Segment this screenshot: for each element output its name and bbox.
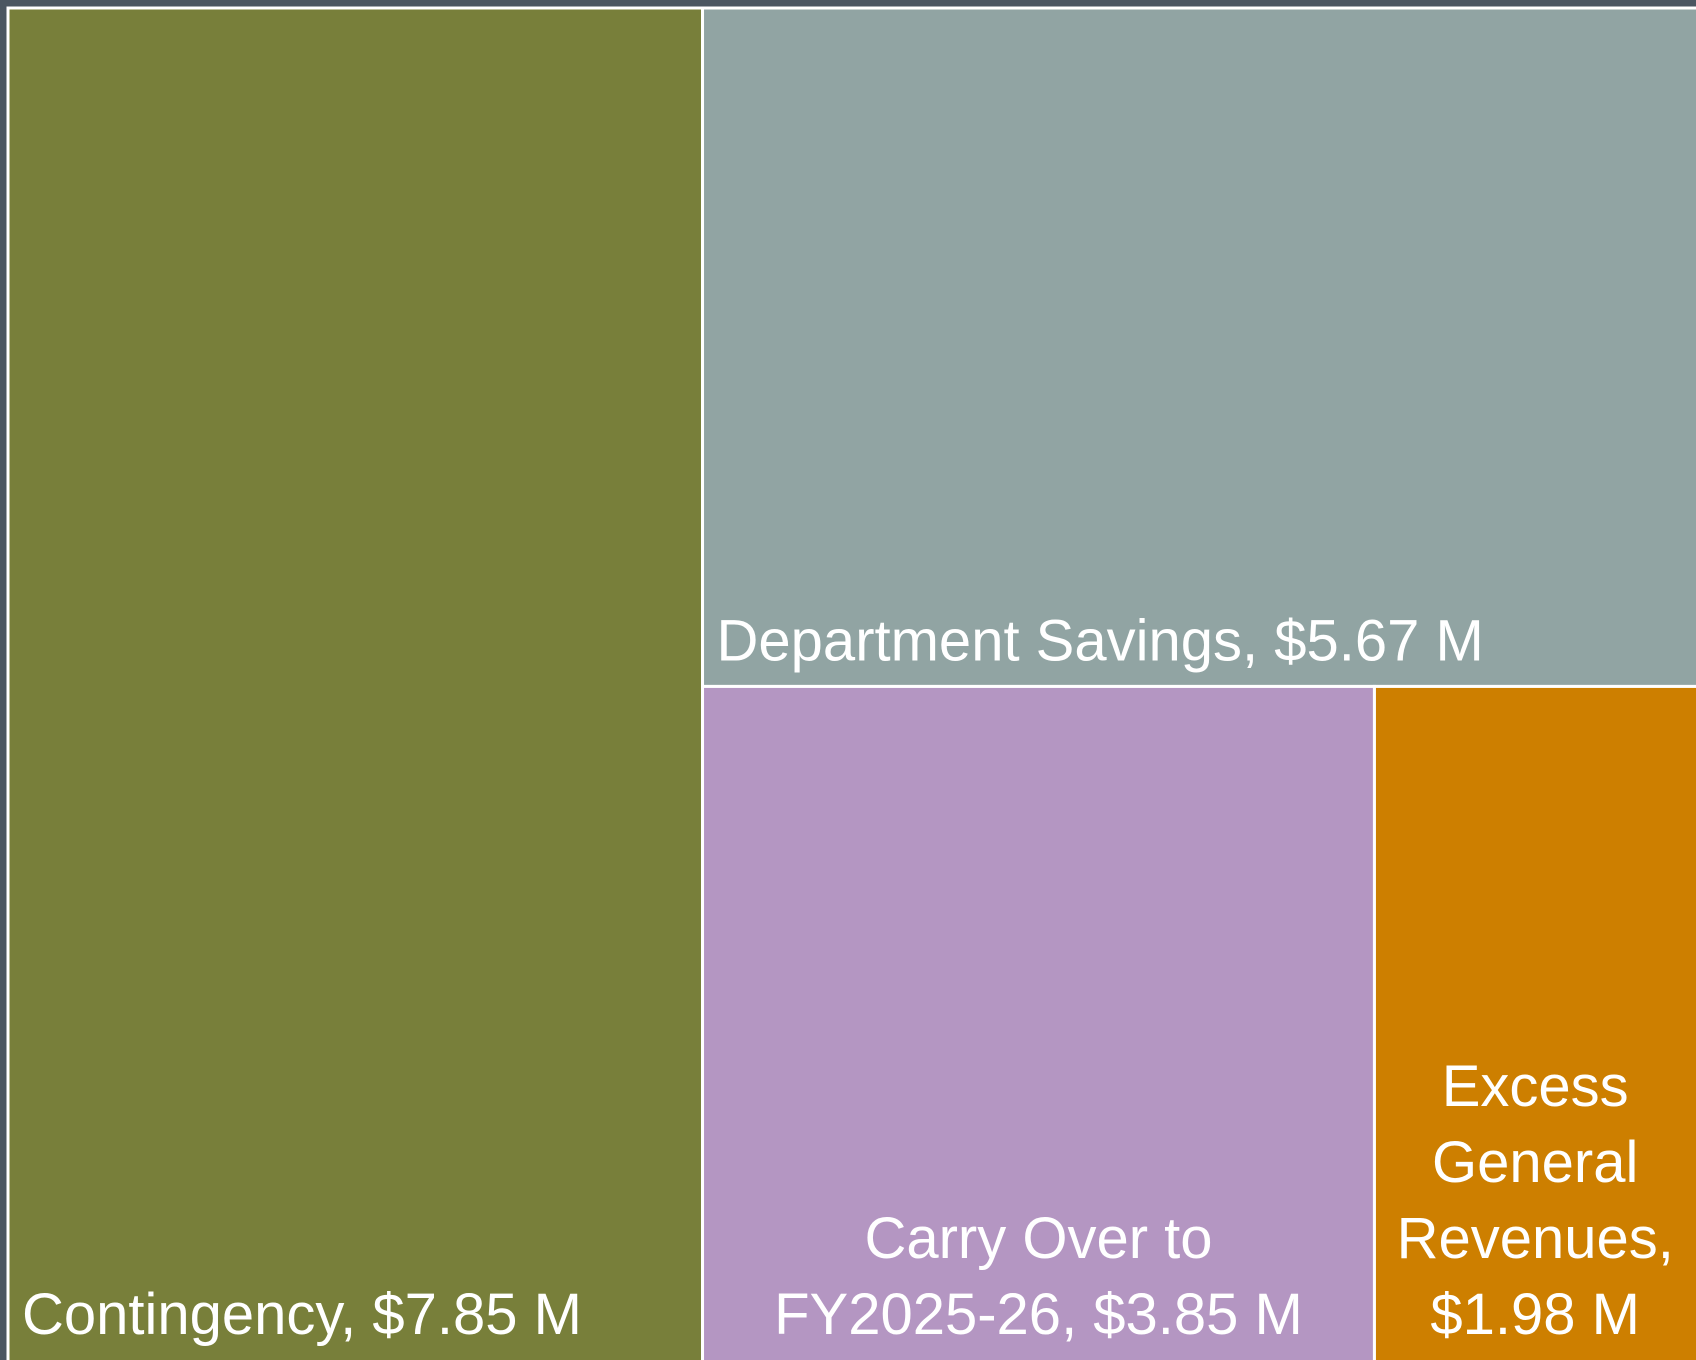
- label-line: Excess: [1442, 1054, 1629, 1119]
- label-line: FY2025-26, $3.85 M: [774, 1282, 1303, 1347]
- label-line: Carry Over to: [864, 1206, 1212, 1271]
- treemap-cell: [701, 684, 1376, 1360]
- label-line: Revenues,: [1397, 1206, 1674, 1271]
- cell-label: Contingency, $7.85 M: [22, 1282, 582, 1347]
- cell-label: Department Savings, $5.67 M: [717, 608, 1484, 673]
- treemap-cell: [1372, 684, 1696, 1360]
- treemap-cell: [6, 6, 705, 1360]
- label-line: General: [1432, 1130, 1638, 1195]
- label-line: $1.98 M: [1430, 1282, 1640, 1347]
- label-line: Contingency, $7.85 M: [22, 1282, 582, 1347]
- cell-label: Carry Over to FY2025-26, $3.85 M: [774, 1206, 1303, 1347]
- cell-label: Excess General Revenues, $1.98 M: [1397, 1054, 1674, 1347]
- treemap-cell: [701, 6, 1696, 688]
- label-line: Department Savings, $5.67 M: [717, 608, 1484, 673]
